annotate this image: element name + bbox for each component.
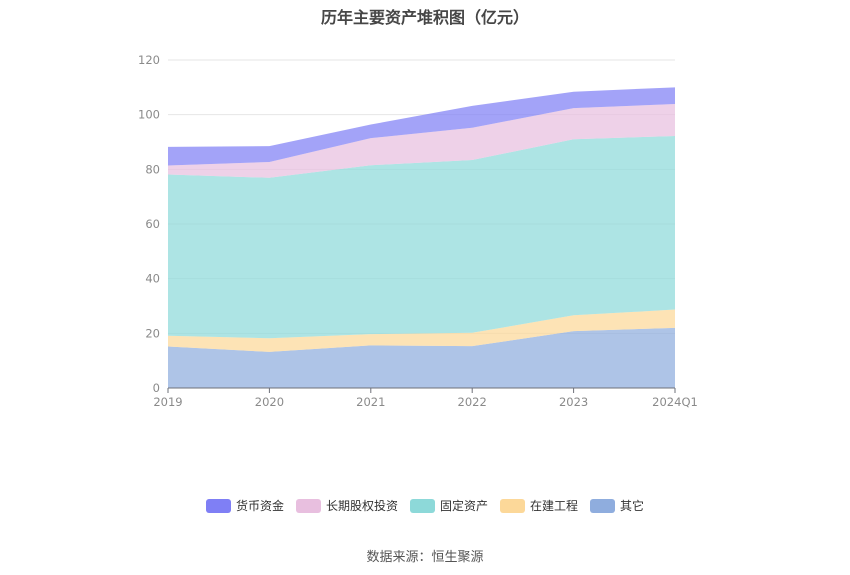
x-tick-label: 2019 (153, 395, 182, 409)
legend-label: 货币资金 (235, 499, 284, 513)
y-tick-label: 80 (145, 162, 160, 176)
area-长期股权投资 (168, 104, 675, 178)
x-tick-label: 2021 (356, 395, 385, 409)
legend-label: 固定资产 (439, 499, 488, 513)
legend-label: 长期股权投资 (325, 499, 398, 513)
legend-item[interactable]: 在建工程 (500, 497, 578, 514)
area-在建工程 (168, 309, 675, 352)
x-tick-label: 2020 (255, 395, 284, 409)
area-货币资金 (168, 87, 675, 166)
area-固定资产 (168, 135, 675, 339)
y-tick-label: 40 (145, 272, 160, 286)
legend-swatch (500, 498, 525, 513)
chart-title: 历年主要资产堆积图（亿元） (320, 8, 529, 27)
legend-label: 其它 (620, 499, 645, 513)
legend: 货币资金 长期股权投资 固定资产 在建工程 其它 (0, 497, 850, 514)
legend-item[interactable]: 货币资金 (205, 497, 284, 514)
x-tick-label: 2024Q1 (652, 395, 698, 409)
y-tick-label: 120 (138, 53, 160, 67)
x-tick-label: 2023 (559, 395, 588, 409)
legend-label: 在建工程 (530, 499, 579, 513)
area-series-group (168, 87, 675, 388)
y-tick-label: 0 (153, 381, 160, 395)
axes: 2019 2020 2021 2022 2023 2024Q1 (153, 387, 698, 409)
legend-swatch (205, 498, 231, 513)
legend-item[interactable]: 其它 (590, 497, 644, 514)
legend-item[interactable]: 固定资产 (409, 497, 488, 514)
x-tick-label: 2022 (458, 395, 487, 409)
legend-swatch (590, 498, 616, 513)
data-source-note: 数据来源：恒生聚源 (366, 550, 484, 565)
legend-swatch (409, 498, 435, 513)
y-tick-label: 20 (145, 326, 160, 340)
area-其它 (168, 327, 675, 388)
legend-item[interactable]: 长期股权投资 (295, 497, 398, 514)
y-tick-label: 100 (138, 108, 160, 122)
y-tick-label: 60 (145, 217, 160, 231)
legend-swatch (295, 498, 321, 513)
